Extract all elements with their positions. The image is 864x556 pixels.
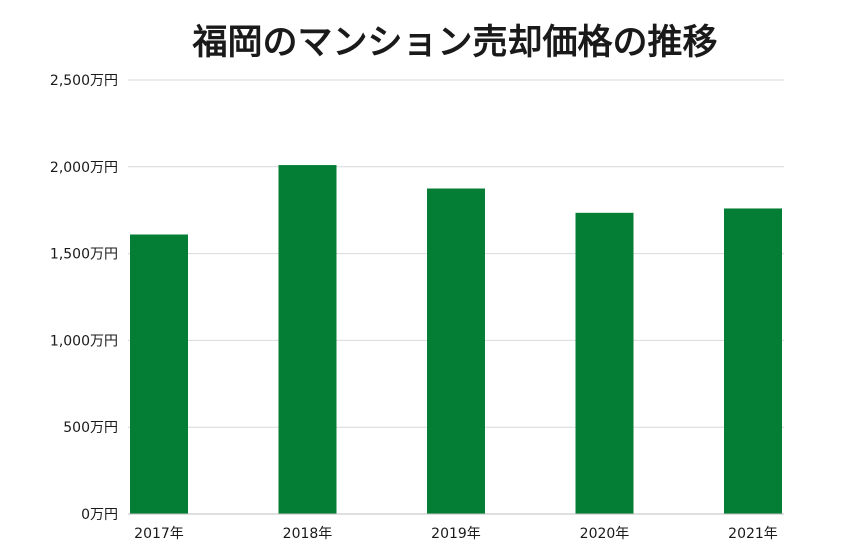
y-axis-tick-labels: 0万円 500万円 1,000万円 1,500万円 2,000万円 2,500万円: [50, 73, 118, 523]
x-tick-label: 2019年: [431, 526, 481, 542]
bar: [130, 234, 188, 514]
y-tick-label: 0万円: [81, 507, 118, 523]
x-tick-label: 2021年: [728, 526, 778, 542]
chart-title: 福岡のマンション売却価格の推移: [191, 23, 717, 63]
bar: [278, 165, 337, 514]
x-tick-label: 2020年: [580, 526, 630, 542]
bar: [575, 212, 634, 514]
y-tick-label: 1,500万円: [50, 247, 118, 263]
y-tick-label: 500万円: [63, 420, 118, 436]
x-tick-label: 2018年: [283, 526, 333, 542]
x-axis-tick-labels: 2017年 2018年 2019年 2020年 2021年: [134, 526, 778, 542]
bars: [130, 165, 782, 515]
x-tick-label: 2017年: [134, 526, 184, 542]
y-tick-label: 2,000万円: [50, 160, 118, 176]
bar: [427, 188, 485, 514]
y-tick-label: 1,000万円: [50, 333, 118, 349]
bar: [724, 208, 782, 515]
y-tick-label: 2,500万円: [50, 73, 118, 89]
